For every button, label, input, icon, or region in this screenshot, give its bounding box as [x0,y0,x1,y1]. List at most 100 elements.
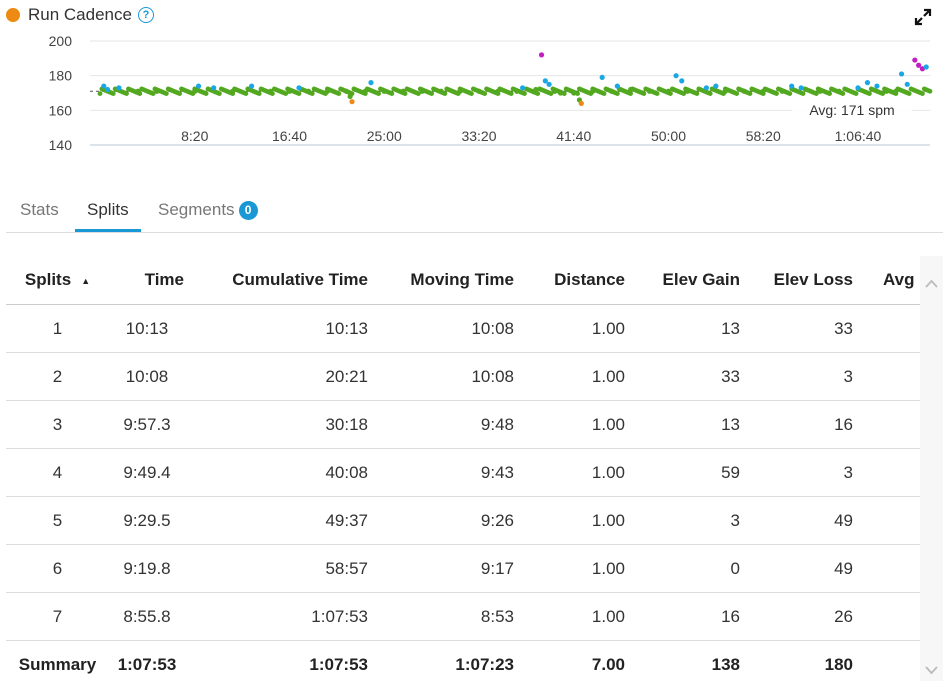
cadence-point [679,78,685,84]
x-tick-label: 8:20 [181,128,208,144]
scroll-down-icon[interactable] [924,664,939,676]
col-header-splits[interactable]: Splits ▲ [6,256,109,305]
cell-loss: 33 [741,304,854,353]
table-scrollbar[interactable] [920,256,943,681]
table-row: 5 9:29.5 49:37 9:26 1.00 3 49 [6,496,922,545]
cadence-point [216,91,222,97]
expand-icon[interactable] [914,8,932,26]
col-header-moving-time[interactable]: Moving Time [369,256,515,305]
summary-row: Summary 1:07:53 1:07:53 1:07:23 7.00 138 180 [6,641,922,682]
cadence-point [601,91,607,97]
cell-gain: 13 [626,400,741,449]
help-icon[interactable]: ? [137,7,154,23]
cell-time: 9:29.5 [109,496,185,545]
cadence-point [599,74,605,80]
table-header-row: Splits ▲ Time Cumulative Time Moving Time… [6,256,922,305]
cell-loss: 16 [741,400,854,449]
cell-cumulative: 20:21 [185,352,369,401]
cell-loss: 3 [741,352,854,401]
cell-time: 9:49.4 [109,448,185,497]
cadence-point [920,91,925,97]
cadence-point [614,83,620,89]
cadence-point [923,64,929,70]
cadence-point [476,88,482,94]
cadence-point [389,91,395,97]
cadence-point [575,91,580,97]
cadence-point [442,91,448,97]
cadence-point [774,91,779,97]
cadence-point [135,88,141,94]
cadence-point [438,88,444,94]
cadence-point [347,93,353,100]
cadence-point [906,91,912,97]
cell-avg [854,544,922,593]
cadence-point [211,85,217,91]
tab-splits[interactable]: Splits [75,190,141,232]
cell-distance: 1.00 [515,352,626,401]
segments-count-badge: 0 [238,200,258,220]
scroll-up-icon[interactable] [924,278,939,290]
cell-loss: 3 [741,448,854,497]
cadence-point [734,91,740,97]
avg-label-bg [792,99,912,121]
x-tick-label: 33:20 [461,128,496,144]
cell-cumulative: 10:13 [185,304,369,353]
cadence-point [542,78,548,84]
cadence-point [508,91,514,97]
cell-split: 1 [6,304,109,353]
cadence-point [230,88,236,94]
cell-time: 10:13 [109,304,185,353]
avg-label: Avg: 171 spm [809,102,894,118]
cell-moving: 8:53 [369,592,515,641]
col-header-elev-loss[interactable]: Elev Loss [741,256,854,305]
cell-distance: 1.00 [515,304,626,353]
cell-cumulative: 1:07:53 [309,654,368,674]
cell-moving: 1:07:23 [455,654,514,674]
cadence-point [578,100,584,106]
cadence-point [296,91,302,97]
x-tick-label: 50:00 [651,128,686,144]
cadence-point [627,86,634,93]
col-header-cumulative-time[interactable]: Cumulative Time [185,256,369,305]
col-header-elev-gain[interactable]: Elev Gain [626,256,741,305]
cadence-point [665,88,672,94]
y-tick-label: 180 [49,68,73,84]
col-header-distance[interactable]: Distance [515,256,626,305]
cadence-chart: 200 180 160 140 8:20 16:40 25:00 33:20 41:40 50:0… [49,33,933,153]
cell-moving: 10:08 [369,352,515,401]
cell-loss: 49 [741,496,854,545]
cadence-point [927,88,933,94]
cell-gain: 3 [626,496,741,545]
cadence-point [855,85,861,91]
cadence-point [628,91,633,97]
cadence-point [561,91,567,97]
x-tick-label: 25:00 [367,128,402,144]
cadence-point [243,91,249,97]
cadence-point [614,91,620,97]
tab-segments[interactable]: Segments 0 [146,190,270,230]
col-header-avg[interactable]: Avg [854,256,922,305]
y-tick-label: 160 [49,102,73,118]
cadence-point [912,57,918,63]
cell-avg [854,448,922,497]
cadence-point [163,91,169,97]
cadence-point [840,91,846,97]
tab-stats[interactable]: Stats [8,190,71,230]
cell-gain: 0 [626,544,741,593]
cadence-point [703,85,709,91]
cadence-point [419,88,425,94]
cadence-point [535,91,541,97]
cell-split: 7 [6,592,109,641]
cadence-point [866,91,872,97]
cadence-point [641,91,647,97]
cadence-point [864,80,871,86]
cadence-point [557,90,564,96]
cadence-point [203,91,209,97]
x-tick-label: 1:06:40 [835,128,882,144]
x-tick-label: 16:40 [272,128,307,144]
x-tick-label: 41:40 [556,128,591,144]
cadence-point [195,83,202,89]
col-header-time[interactable]: Time [109,256,185,305]
